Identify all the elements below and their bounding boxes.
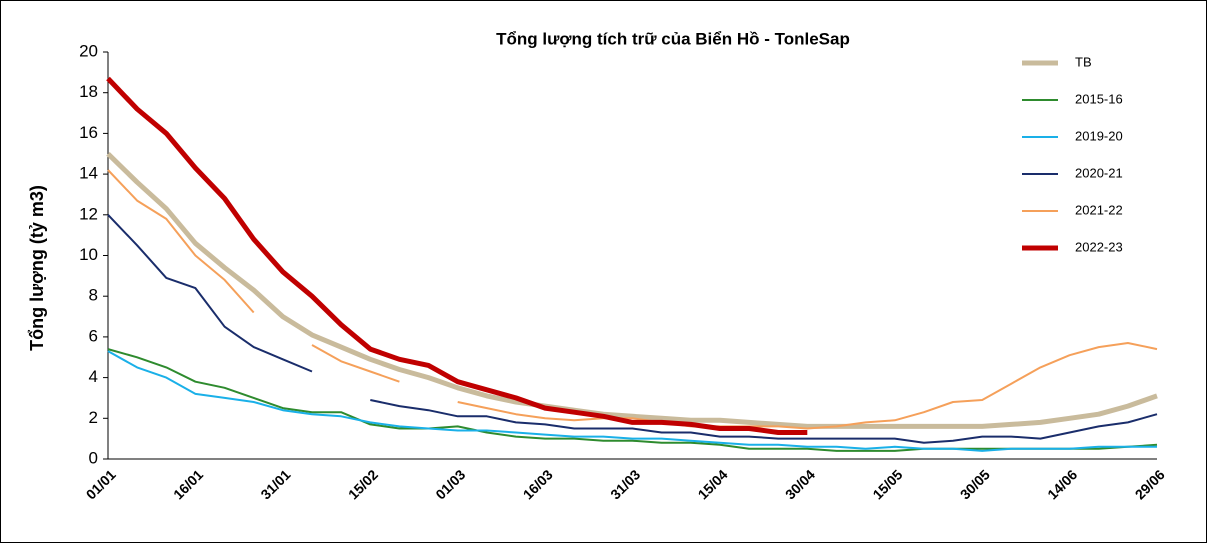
y-tick-label: 10 xyxy=(79,245,98,264)
legend-label: 2021-22 xyxy=(1075,202,1123,217)
legend-label: 2015-16 xyxy=(1075,91,1123,106)
series-line xyxy=(106,152,1158,429)
y-axis-label: Tổng lượng (tỷ m3) xyxy=(27,185,47,351)
y-tick-label: 12 xyxy=(79,204,98,223)
legend-label: 2022-23 xyxy=(1075,239,1123,254)
legend-label: 2019-20 xyxy=(1075,128,1123,143)
chart-title: Tổng lượng tích trữ của Biển Hồ - TonleS… xyxy=(496,29,850,48)
series-line xyxy=(107,350,1157,452)
y-tick-label: 0 xyxy=(89,448,98,467)
legend-label: TB xyxy=(1075,54,1092,69)
y-tick-label: 8 xyxy=(89,286,98,305)
y-tick-label: 2 xyxy=(89,408,98,427)
y-tick-label: 6 xyxy=(89,326,98,345)
y-tick-label: 18 xyxy=(79,82,98,101)
y-tick-label: 14 xyxy=(79,164,98,183)
y-tick-label: 4 xyxy=(89,367,98,386)
y-tick-label: 20 xyxy=(79,41,98,60)
series-line xyxy=(107,169,1158,430)
series-line xyxy=(107,214,1158,444)
y-tick-label: 16 xyxy=(79,123,98,142)
series-line xyxy=(107,348,1158,452)
legend-label: 2020-21 xyxy=(1075,165,1123,180)
series-line xyxy=(106,76,808,435)
